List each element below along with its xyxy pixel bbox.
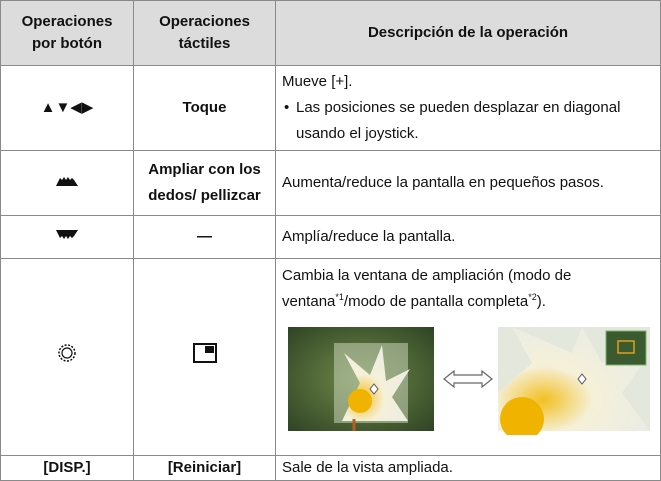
header-cell: Descripción de la operación [275, 0, 661, 66]
row: — Amplía/reduce la pantalla. [0, 215, 661, 259]
footnote: *1 [335, 292, 344, 302]
description-cell: Aumenta/reduce la pantalla en pequeños p… [275, 150, 661, 216]
header-cell: Operaciones táctiles [133, 0, 276, 66]
description-cell: Mueve [+]. Las posiciones se pueden desp… [275, 65, 661, 151]
touch-cell: [Reiniciar] [133, 455, 276, 481]
rear-dial-icon [56, 230, 78, 239]
row: ▲▼◀▶ Toque Mueve [+]. Las posiciones se … [0, 65, 661, 151]
description-cell: Cambia la ventana de ampliación (modo de… [275, 258, 661, 456]
description-cell: Amplía/reduce la pantalla. [275, 215, 661, 259]
front-dial-icon [56, 177, 78, 186]
row: [DISP.] [Reiniciar] Sale de la vista amp… [0, 455, 661, 481]
bullet-text: Las posiciones se pueden desplazar en di… [282, 95, 654, 147]
window-touch-icon [192, 342, 217, 363]
button-cell [0, 258, 134, 456]
row: Cambia la ventana de ampliación (modo de… [0, 258, 661, 456]
footnote: *2 [528, 292, 537, 302]
description-cell: Sale de la vista ampliada. [275, 455, 661, 481]
header-cell: Operaciones por botón [0, 0, 134, 66]
header-row: Operaciones por botón Operaciones táctil… [0, 0, 661, 66]
touch-cell [133, 258, 276, 456]
row: Ampliar con los dedos/ pellizcar Aumenta… [0, 150, 661, 216]
control-dial-icon [58, 343, 76, 362]
text: /modo de pantalla completa [343, 293, 529, 310]
button-cell: ▲▼◀▶ [0, 65, 134, 151]
text: ). [536, 293, 546, 310]
touch-cell: Toque [133, 65, 276, 151]
touch-cell: — [133, 215, 276, 259]
illustration [288, 327, 650, 441]
button-cell [0, 215, 134, 259]
description-text: Mueve [+]. [282, 73, 353, 90]
touch-cell: Ampliar con los dedos/ pellizcar [133, 150, 276, 216]
button-cell: [DISP.] [0, 455, 134, 481]
description-text: Cambia la ventana de ampliación (modo de… [282, 263, 654, 315]
text: Cambia la ventana de ampliación (modo de… [282, 267, 572, 310]
button-cell [0, 150, 134, 216]
